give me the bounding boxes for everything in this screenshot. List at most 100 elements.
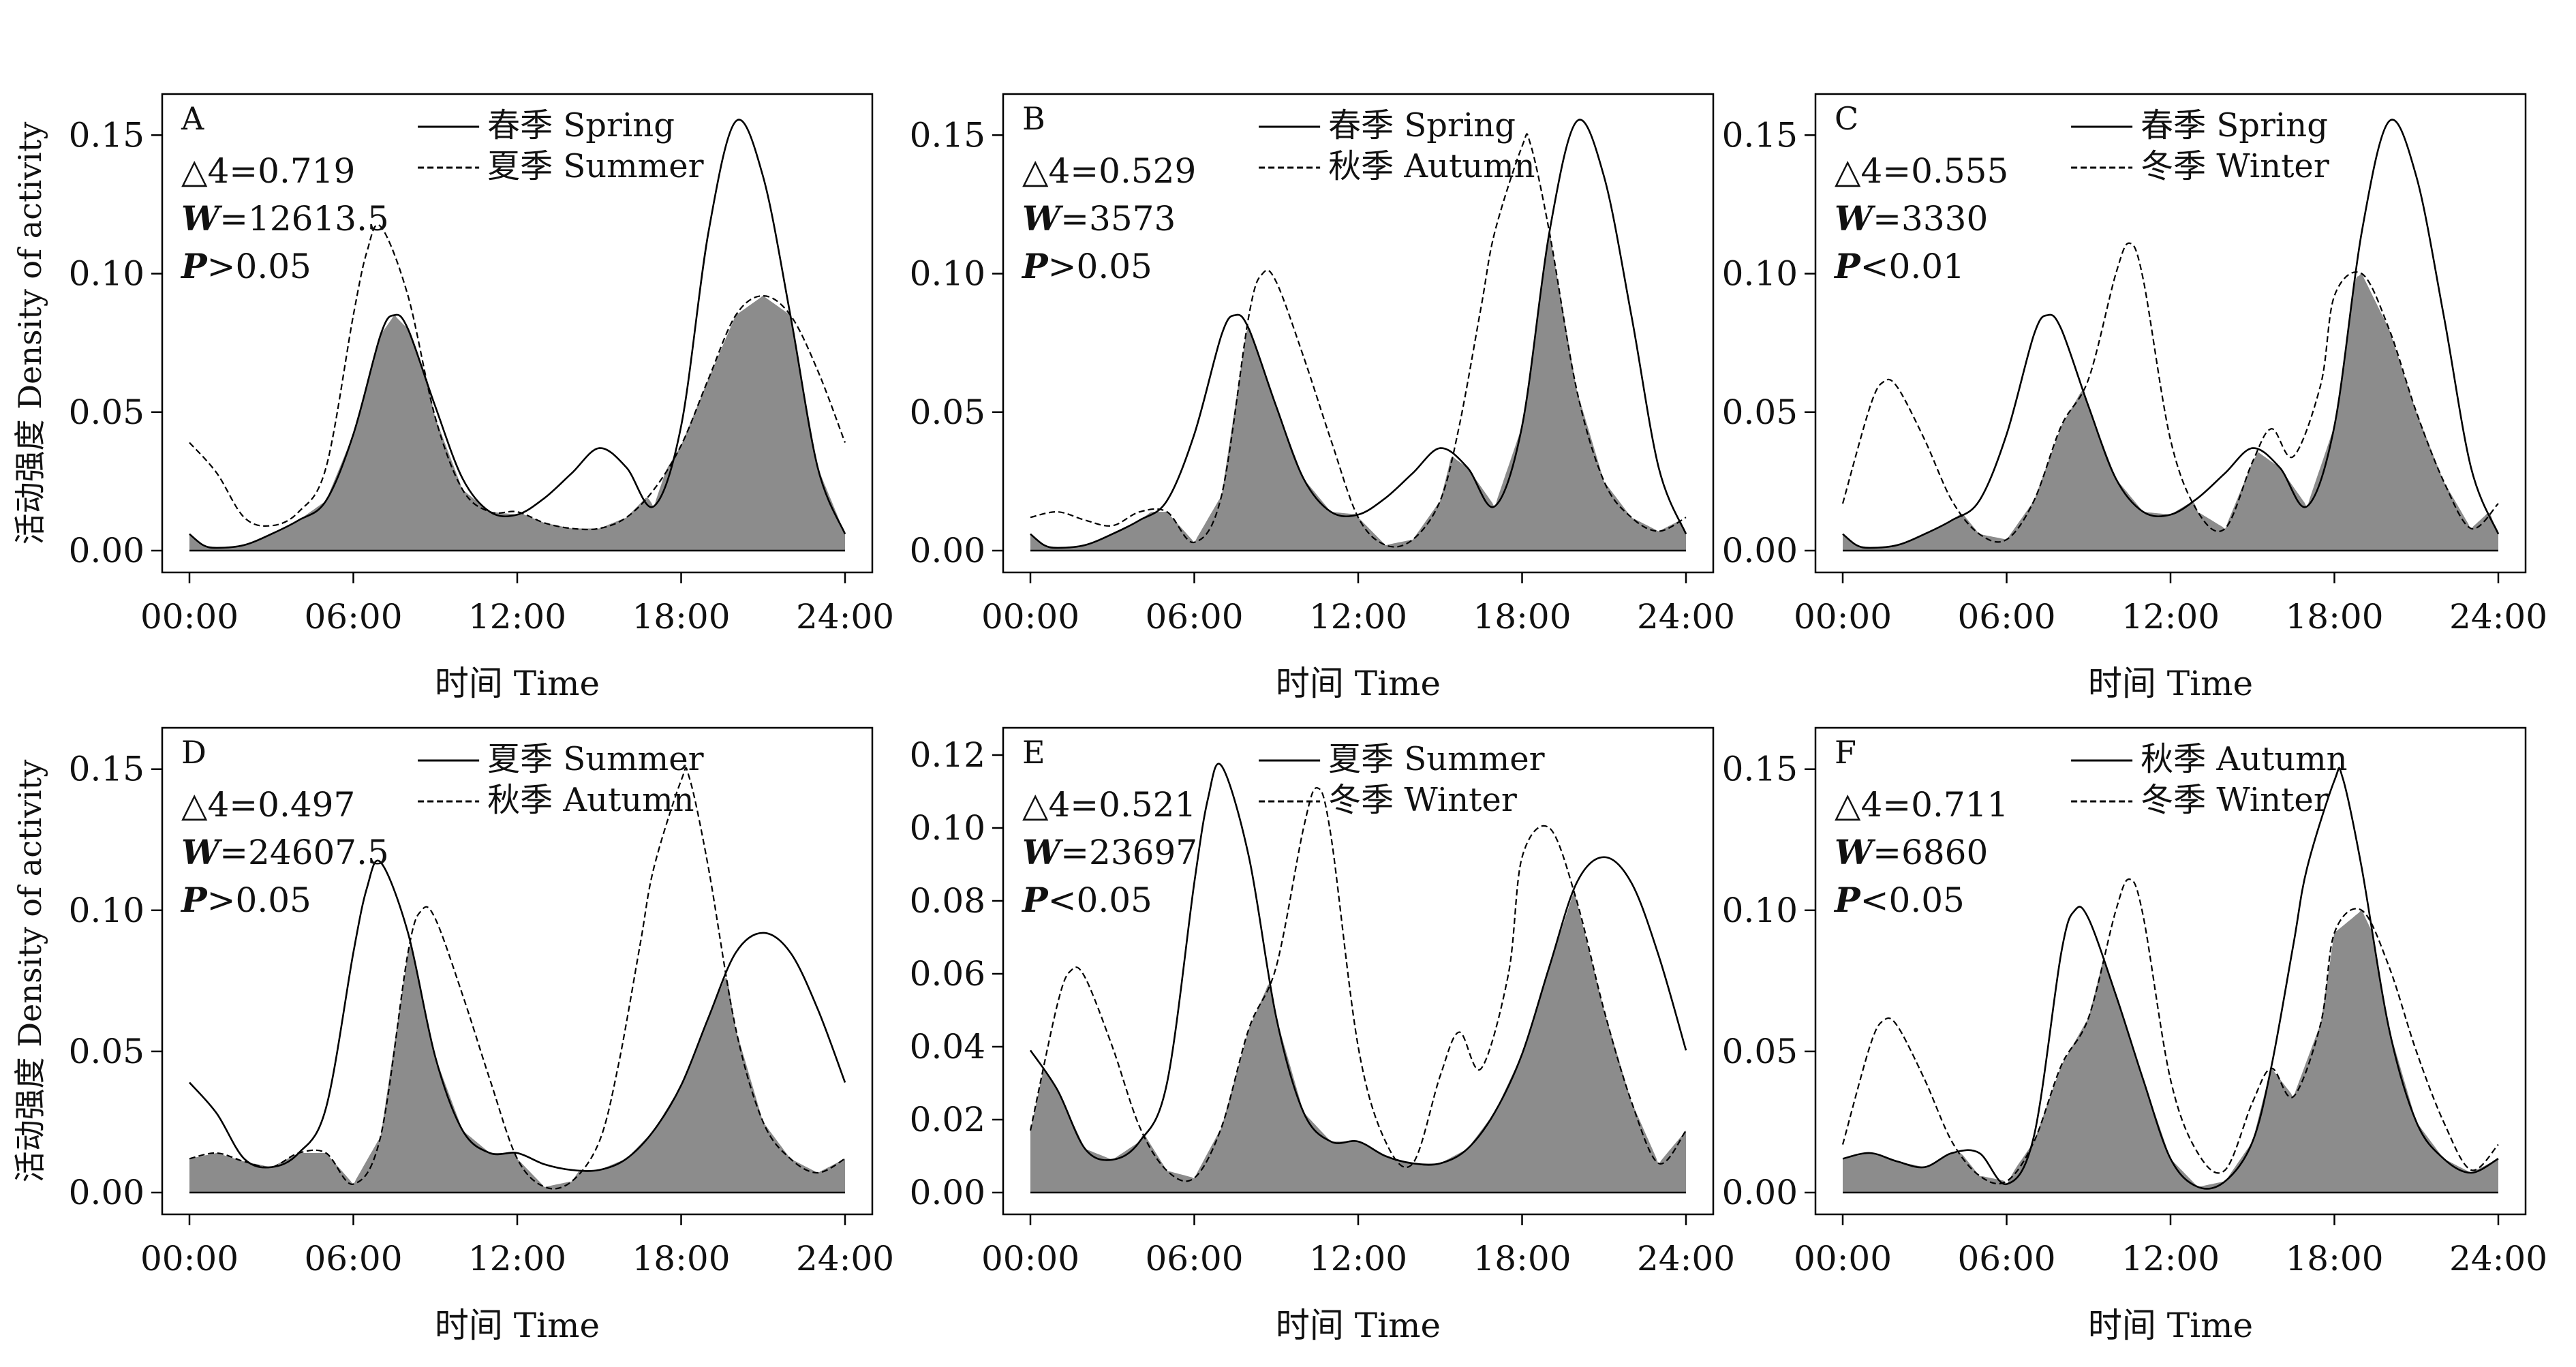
y-tick-label: 0.05 <box>1722 1032 1798 1071</box>
x-tick-label: 24:00 <box>1637 597 1735 636</box>
overlap-area <box>1843 273 2498 551</box>
series-line-2 <box>1029 787 1687 1182</box>
y-tick-label: 0.15 <box>69 115 144 155</box>
x-axis-label: 时间 Time <box>435 1306 600 1345</box>
stat-delta: △4=0.711 <box>1835 785 2008 825</box>
legend-entry: 春季 Spring <box>487 106 675 144</box>
x-axis-label: 时间 Time <box>435 664 600 703</box>
series-line-1 <box>1029 763 1687 1166</box>
series-line-1 <box>189 859 846 1172</box>
series-line-1 <box>1842 767 2499 1190</box>
stat-w: W=24607.5 <box>181 832 389 872</box>
overlap-area <box>189 945 845 1193</box>
stat-p: P>0.05 <box>1021 246 1152 286</box>
y-tick-label: 0.10 <box>910 254 985 294</box>
y-tick-label: 0.00 <box>910 1173 985 1212</box>
stat-delta: △4=0.497 <box>181 785 355 825</box>
overlap-area <box>1030 232 1686 551</box>
overlap-area <box>189 296 845 551</box>
stat-delta: △4=0.719 <box>181 151 355 191</box>
series-line-1 <box>1030 119 1687 549</box>
panel-b: 0.00 0.05 0.10 0.15 00:00 06:00 12:00 18:00 24:0… <box>910 93 1735 703</box>
panel-letter: D <box>181 734 206 771</box>
stat-w: W=23697 <box>1022 832 1197 872</box>
x-tick-label: 00:00 <box>1794 1239 1892 1278</box>
x-tick-label: 06:00 <box>304 597 402 636</box>
panel-c: 0.00 0.05 0.10 0.15 00:00 06:00 12:00 18:00 24:0… <box>1722 93 2547 703</box>
x-tick-label: 12:00 <box>468 597 566 636</box>
x-tick-label: 00:00 <box>981 1239 1079 1278</box>
y-tick-label: 0.05 <box>910 393 985 432</box>
x-tick-label: 24:00 <box>796 597 894 636</box>
y-axis-label: 活动强度 Density of activity <box>12 122 48 545</box>
x-tick-label: 06:00 <box>304 1239 402 1278</box>
stat-p: P<0.05 <box>1021 880 1152 920</box>
y-tick-label: 0.15 <box>1722 750 1798 789</box>
y-tick-label: 0.05 <box>1722 393 1798 432</box>
y-tick-label: 0.00 <box>910 531 985 570</box>
x-tick-label: 18:00 <box>1473 1239 1571 1278</box>
x-tick-label: 24:00 <box>2449 597 2547 636</box>
stat-w: W=6860 <box>1835 832 1988 872</box>
panel-e: 0.00 0.02 0.04 0.06 0.08 0.10 0.12 00:00 06:00 12… <box>910 726 1735 1345</box>
stat-delta: △4=0.521 <box>1022 785 1196 825</box>
panel-a: 0.00 0.05 0.10 0.15 00:00 06:00 12:00 18:00 24:0… <box>12 93 894 703</box>
overlap-area <box>1030 893 1686 1193</box>
series-line-2 <box>1841 242 2499 543</box>
x-tick-label: 18:00 <box>1473 597 1571 636</box>
y-tick-label: 0.10 <box>910 808 985 848</box>
panel-letter: F <box>1835 734 1856 771</box>
panel-letter: E <box>1022 734 1045 771</box>
legend-entry: 夏季 Summer <box>1328 740 1544 778</box>
legend-entry: 夏季 Summer <box>487 740 703 778</box>
y-tick-label: 0.05 <box>69 1032 144 1071</box>
y-tick-label: 0.00 <box>69 531 144 570</box>
x-tick-label: 00:00 <box>140 1239 239 1278</box>
x-axis-label: 时间 Time <box>1276 664 1441 703</box>
x-tick-label: 00:00 <box>1794 597 1892 636</box>
x-tick-label: 06:00 <box>1957 597 2055 636</box>
y-tick-label: 0.10 <box>1722 254 1798 294</box>
legend-entry: 春季 Spring <box>1328 106 1516 144</box>
x-tick-label: 18:00 <box>2285 597 2383 636</box>
panel-letter: A <box>181 100 204 137</box>
x-tick-label: 24:00 <box>2449 1239 2547 1278</box>
x-tick-label: 06:00 <box>1957 1239 2055 1278</box>
panel-d: 0.00 0.05 0.10 0.15 00:00 06:00 12:00 18:00 24:0… <box>12 726 894 1345</box>
overlap-area <box>1843 910 2498 1193</box>
legend-entry: 夏季 Summer <box>487 147 703 185</box>
x-tick-label: 06:00 <box>1145 1239 1243 1278</box>
y-tick-label: 0.04 <box>910 1027 985 1066</box>
panel-letter: B <box>1022 100 1045 137</box>
x-tick-label: 00:00 <box>140 597 239 636</box>
legend-entry: 冬季 Winter <box>2141 147 2329 185</box>
y-tick-label: 0.00 <box>69 1173 144 1212</box>
y-tick-label: 0.12 <box>910 735 985 775</box>
y-tick-label: 0.10 <box>69 254 144 294</box>
series-line-1 <box>189 119 846 549</box>
series-line-2 <box>189 224 846 531</box>
panel-f: 0.00 0.05 0.10 0.15 00:00 06:00 12:00 18:00 24:0… <box>1722 726 2547 1345</box>
y-tick-label: 0.06 <box>910 954 985 994</box>
y-tick-label: 0.10 <box>1722 891 1798 930</box>
x-tick-label: 12:00 <box>2121 1239 2220 1278</box>
y-tick-label: 0.00 <box>1722 531 1798 570</box>
y-tick-label: 0.10 <box>69 891 144 930</box>
x-tick-label: 18:00 <box>632 1239 730 1278</box>
series-line-1 <box>1842 119 2500 549</box>
legend-entry: 冬季 Winter <box>1328 781 1517 819</box>
series-line-2 <box>1030 133 1687 548</box>
stat-p: P>0.05 <box>180 880 311 920</box>
x-tick-label: 12:00 <box>2121 597 2220 636</box>
x-tick-label: 18:00 <box>632 597 730 636</box>
y-axis-label: 活动强度 Density of activity <box>12 760 48 1183</box>
y-tick-label: 0.02 <box>910 1100 985 1139</box>
x-tick-label: 00:00 <box>981 597 1079 636</box>
stat-w: W=3330 <box>1835 198 1988 239</box>
x-tick-label: 12:00 <box>1309 1239 1407 1278</box>
y-tick-label: 0.15 <box>910 115 985 155</box>
y-tick-label: 0.08 <box>910 881 985 921</box>
y-tick-label: 0.00 <box>1722 1173 1798 1212</box>
x-tick-label: 24:00 <box>796 1239 894 1278</box>
